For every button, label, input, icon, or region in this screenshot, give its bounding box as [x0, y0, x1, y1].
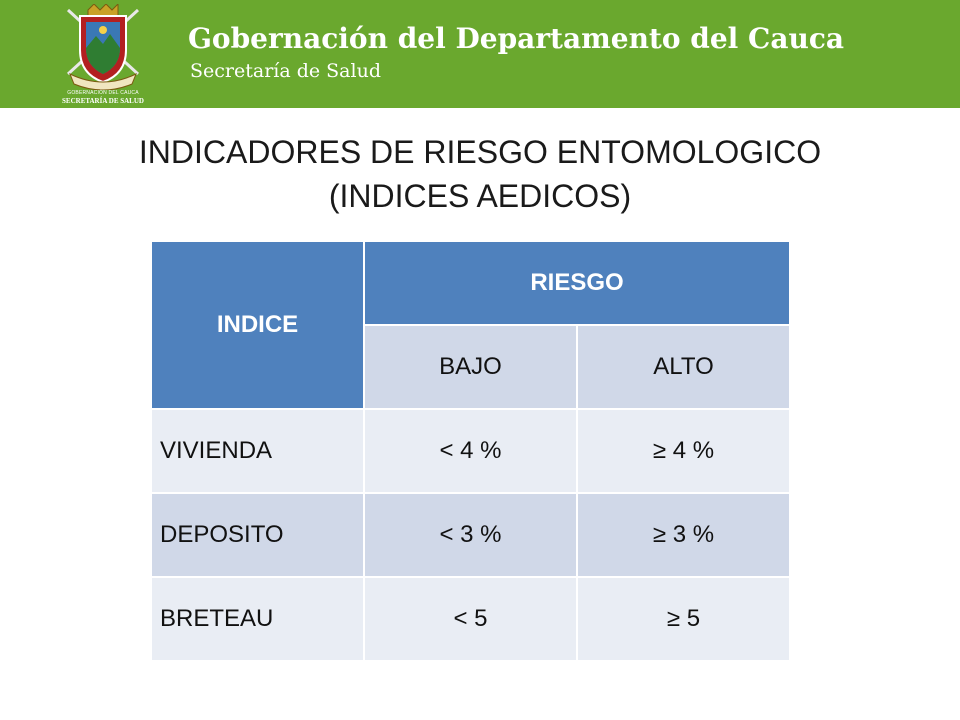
table-row: VIVIENDA < 4 % ≥ 4 %: [150, 408, 791, 494]
organization-subtitle: Secretaría de Salud: [190, 60, 381, 82]
risk-indicators-table: INDICE RIESGO BAJO ALTO VIVIENDA < 4 % ≥…: [150, 240, 791, 662]
table-row: DEPOSITO < 3 % ≥ 3 %: [150, 492, 791, 578]
table-subheader-row: BAJO ALTO: [151, 324, 791, 410]
organization-name: Gobernación del Departamento del Cauca: [188, 22, 845, 55]
cell-indice: VIVIENDA: [150, 408, 365, 494]
cell-indice: BRETEAU: [150, 576, 365, 662]
cell-indice: DEPOSITO: [150, 492, 365, 578]
table-row: BRETEAU < 5 ≥ 5: [150, 576, 791, 662]
logo-caption-bottom: SECRETARÍA DE SALUD: [62, 97, 144, 105]
column-header-indice: INDICE: [150, 240, 365, 410]
logo-caption-top: GOBERNACIÓN DEL CAUCA: [67, 90, 139, 96]
table-header-row: INDICE RIESGO: [150, 240, 791, 410]
cell-alto: ≥ 5: [576, 576, 791, 662]
column-header-bajo: BAJO: [363, 324, 578, 410]
cell-bajo: < 3 %: [363, 492, 578, 578]
page-title-line-1: INDICADORES DE RIESGO ENTOMOLOGICO: [138, 134, 822, 170]
cell-bajo: < 5: [363, 576, 578, 662]
page-title: INDICADORES DE RIESGO ENTOMOLOGICO (INDI…: [0, 130, 960, 218]
coat-of-arms-icon: [66, 4, 140, 90]
logo: GOBERNACIÓN DEL CAUCA SECRETARÍA DE SALU…: [50, 4, 156, 106]
column-header-riesgo: RIESGO: [363, 240, 791, 326]
column-header-alto: ALTO: [576, 324, 791, 410]
cell-alto: ≥ 3 %: [576, 492, 791, 578]
page-title-line-2: (INDICES AEDICOS): [328, 178, 632, 214]
cell-bajo: < 4 %: [363, 408, 578, 494]
header-banner: GOBERNACIÓN DEL CAUCA SECRETARÍA DE SALU…: [0, 0, 960, 108]
cell-alto: ≥ 4 %: [576, 408, 791, 494]
